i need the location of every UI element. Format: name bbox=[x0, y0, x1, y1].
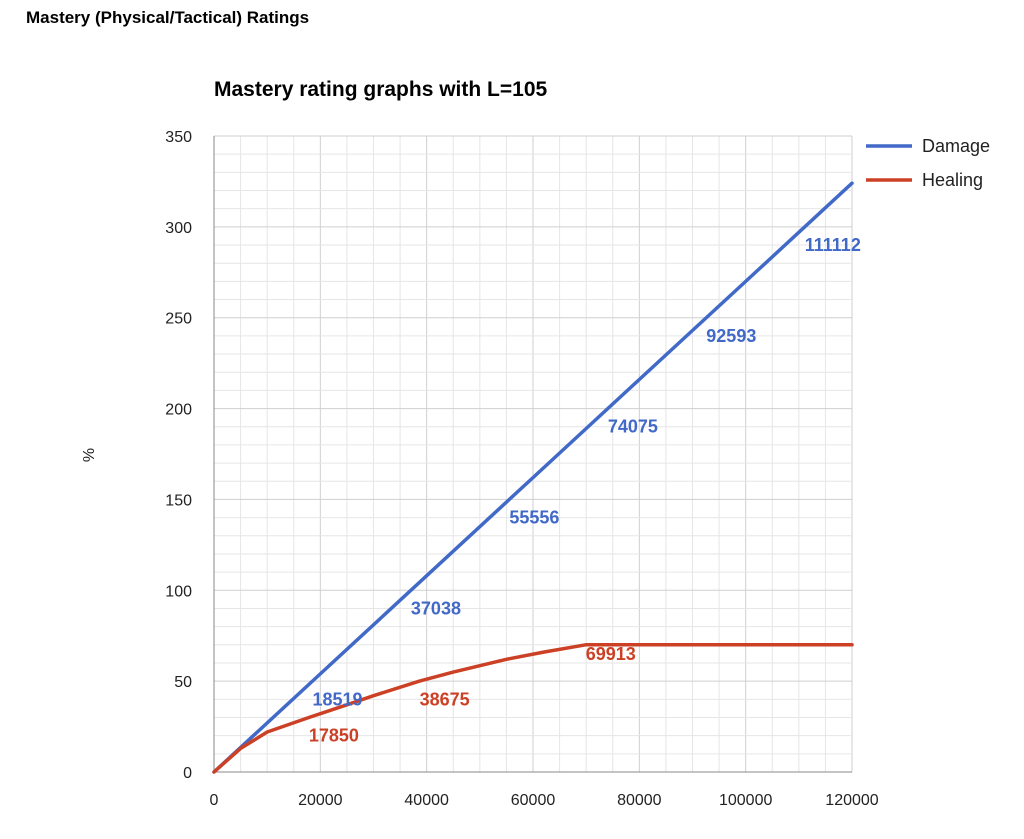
x-tick-label: 100000 bbox=[719, 792, 772, 809]
data-label: 18519 bbox=[312, 689, 362, 709]
data-label: 111112 bbox=[805, 235, 861, 255]
y-tick-label: 0 bbox=[183, 765, 192, 782]
x-tick-label: 60000 bbox=[511, 792, 556, 809]
data-label: 17850 bbox=[309, 726, 359, 746]
legend-label-healing: Healing bbox=[922, 170, 983, 190]
legend-label-damage: Damage bbox=[922, 136, 990, 156]
data-label: 92593 bbox=[706, 326, 756, 346]
y-axis-label: % bbox=[81, 448, 98, 462]
gridlines bbox=[213, 135, 853, 773]
x-tick-label: 80000 bbox=[617, 792, 662, 809]
y-tick-label: 250 bbox=[165, 311, 192, 328]
data-label: 37038 bbox=[411, 598, 461, 618]
series-lines bbox=[212, 181, 854, 774]
x-tick-label: 0 bbox=[210, 792, 219, 809]
series-line-damage bbox=[212, 181, 854, 774]
series-line-healing bbox=[212, 643, 854, 774]
tick-labels: 0 20000 40000 60000 80000 100000 120000 0 50 100 1… bbox=[165, 129, 879, 809]
data-labels: 18519 37038 55556 74075 92593 111112 17850 3867… bbox=[309, 235, 861, 746]
x-tick-label: 20000 bbox=[298, 792, 343, 809]
legend: Damage Healing bbox=[866, 136, 990, 190]
y-tick-label: 100 bbox=[165, 583, 192, 600]
data-label: 74075 bbox=[608, 417, 658, 437]
y-tick-label: 200 bbox=[165, 402, 192, 419]
data-label: 55556 bbox=[509, 508, 559, 528]
page-title: Mastery (Physical/Tactical) Ratings bbox=[26, 8, 310, 27]
y-tick-label: 50 bbox=[174, 674, 192, 691]
data-label: 69913 bbox=[586, 644, 636, 664]
y-tick-label: 350 bbox=[165, 129, 192, 146]
y-tick-label: 150 bbox=[165, 492, 192, 509]
x-tick-label: 40000 bbox=[404, 792, 449, 809]
x-tick-label: 120000 bbox=[825, 792, 878, 809]
y-tick-label: 300 bbox=[165, 220, 192, 237]
chart-title: Mastery rating graphs with L=105 bbox=[214, 78, 548, 101]
data-label: 38675 bbox=[420, 689, 470, 709]
